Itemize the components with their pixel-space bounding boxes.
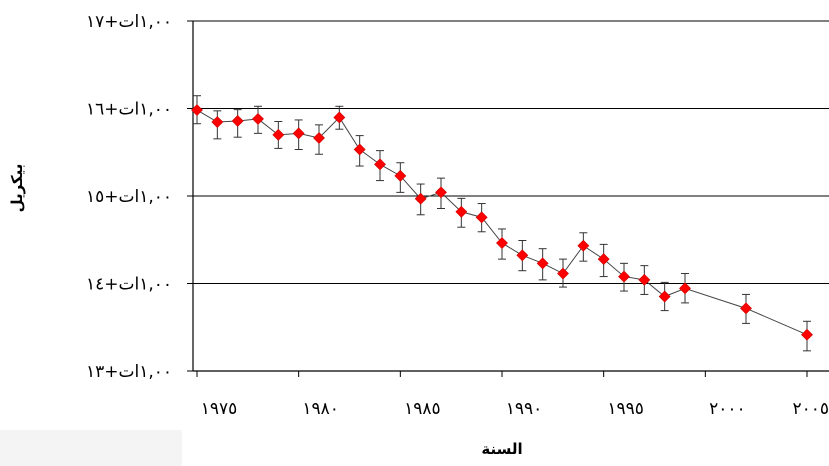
data-point [516,249,529,262]
data-point [191,104,203,116]
data-point [577,239,590,252]
axes [187,20,829,377]
y-axis-title: بيكريل [8,164,26,213]
y-tick-label: ١,٠٠ات+١٥ [86,187,172,207]
data-point [394,169,407,182]
series-polyline [196,109,808,336]
y-tick-label: ١,٠٠ات+١٤ [86,275,172,295]
data-point [292,127,305,140]
data-point [414,192,427,205]
data-point [435,186,447,199]
data-point [536,257,549,270]
data-point [658,290,671,303]
data-point [333,111,346,124]
y-tick-label: ١,٠٠ات+١٣ [86,362,172,382]
data-point [374,158,386,171]
data-point [455,205,468,218]
data-point [597,253,610,266]
y-tick-label: ١,٠٠ات+١٦ [86,100,172,120]
data-point [638,273,651,286]
x-tick-label: ١٩٨٠ [302,399,339,419]
data-points [191,104,813,341]
data-point [557,267,569,280]
grid-lines [193,20,829,284]
x-tick-label: ١٩٧٥ [201,399,238,419]
data-point [496,237,508,249]
data-point [679,282,691,295]
data-point [801,328,813,341]
data-point [211,116,224,128]
x-axis-title: السنة [481,440,522,458]
data-point [313,132,325,144]
bottom-left-shade [0,430,182,466]
data-point [272,128,285,141]
data-point [618,270,630,283]
x-tick-label: ١٩٩٠ [506,399,543,419]
y-tick-label: ١,٠٠ات+١٧ [86,12,172,32]
data-point [740,302,752,315]
x-tick-label: ١٩٩٥ [607,399,644,419]
x-tick-label: ١٩٨٥ [404,399,441,419]
x-tick-label: ٢٠٠٠ [709,399,746,419]
data-point [475,211,488,224]
x-tick-label: ٢٠٠٥ [792,399,829,419]
x-axis-tick-labels: ١٩٧٥ ١٩٨٠ ١٩٨٥ ١٩٩٠ ١٩٩٥ ٢٠٠٠ ٢٠٠٥ [201,399,829,419]
series-line [196,109,808,336]
data-point [252,113,264,125]
y-axis-tick-labels: ١,٠٠ات+١٣ ١,٠٠ات+١٤ ١,٠٠ات+١٥ ١,٠٠ات+١٦ ١,٠٠… [86,12,172,382]
data-point [231,115,244,127]
data-point [353,143,366,156]
